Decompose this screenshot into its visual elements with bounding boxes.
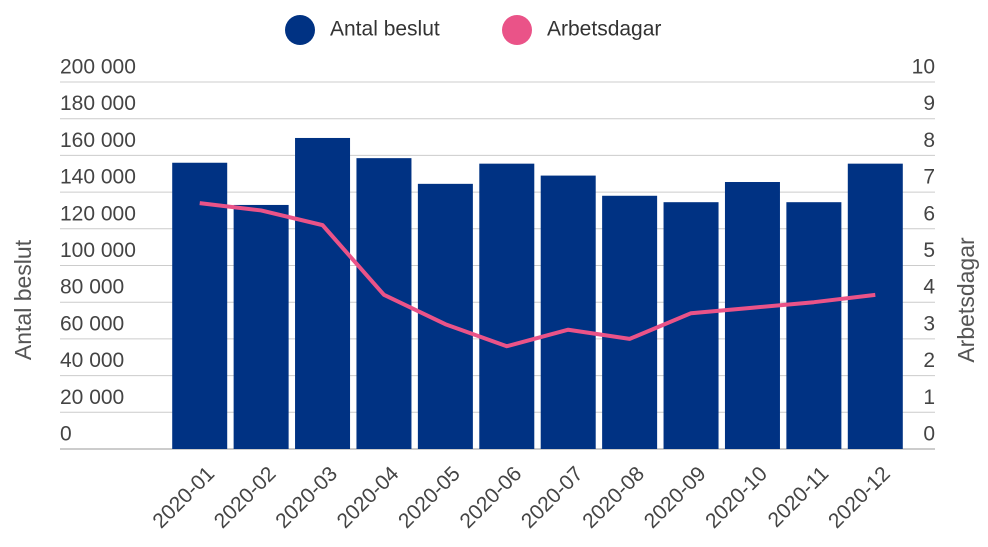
y2-tick-label: 3 [923,312,935,335]
y2-tick-label: 9 [923,92,935,115]
y-tick-label: 140 000 [60,166,136,189]
bar [479,163,535,449]
x-tick-label: 2020-10 [701,462,772,533]
bar [295,137,351,449]
x-tick-label: 2020-11 [764,462,834,532]
legend-label: Antal beslut [330,18,440,41]
bar [233,204,289,449]
x-tick-label: 2020-04 [333,462,404,533]
y-tick-label: 120 000 [60,202,136,225]
bar [540,175,596,449]
x-tick-label: 2020-03 [271,462,342,533]
legend-marker [285,15,315,45]
bar [602,195,658,449]
x-tick-label: 2020-01 [148,462,219,533]
y2-tick-label: 0 [923,423,935,446]
y2-axis-title: Arbetsdagar [953,237,979,363]
y-tick-label: 60 000 [60,312,124,335]
line [199,201,876,349]
y2-tick-label: 7 [923,166,935,189]
y-axis-title: Antal beslut [10,239,36,360]
bar [663,202,719,449]
y-tick-label: 80 000 [60,276,124,299]
x-tick-label: 2020-06 [455,462,526,533]
y2-tick-label: 2 [923,349,935,372]
y2-tick-label: 10 [912,56,935,79]
y-tick-label: 160 000 [60,129,136,152]
y2-tick-label: 8 [923,129,935,152]
y2-tick-label: 1 [923,386,935,409]
y2-tick-label: 5 [923,239,935,262]
y-tick-label: 200 000 [60,56,136,79]
y-tick-label: 0 [60,423,72,446]
bar [847,163,903,449]
x-tick-label: 2020-05 [394,462,465,533]
y-tick-label: 100 000 [60,239,136,262]
x-tick-label: 2020-07 [517,462,588,533]
x-tick-label: 2020-12 [824,462,895,533]
y-tick-label: 20 000 [60,386,124,409]
legend-label: Arbetsdagar [547,18,661,41]
x-tick-label: 2020-08 [578,462,649,533]
y2-tick-label: 6 [923,202,935,225]
bar [172,162,228,450]
x-tick-label: 2020-02 [210,462,281,533]
bar [724,182,780,449]
y-tick-label: 180 000 [60,92,136,115]
y2-tick-label: 4 [923,276,935,299]
y-tick-label: 40 000 [60,349,124,372]
legend-marker [502,15,532,45]
x-tick-label: 2020-09 [640,462,711,533]
bar [786,202,842,449]
